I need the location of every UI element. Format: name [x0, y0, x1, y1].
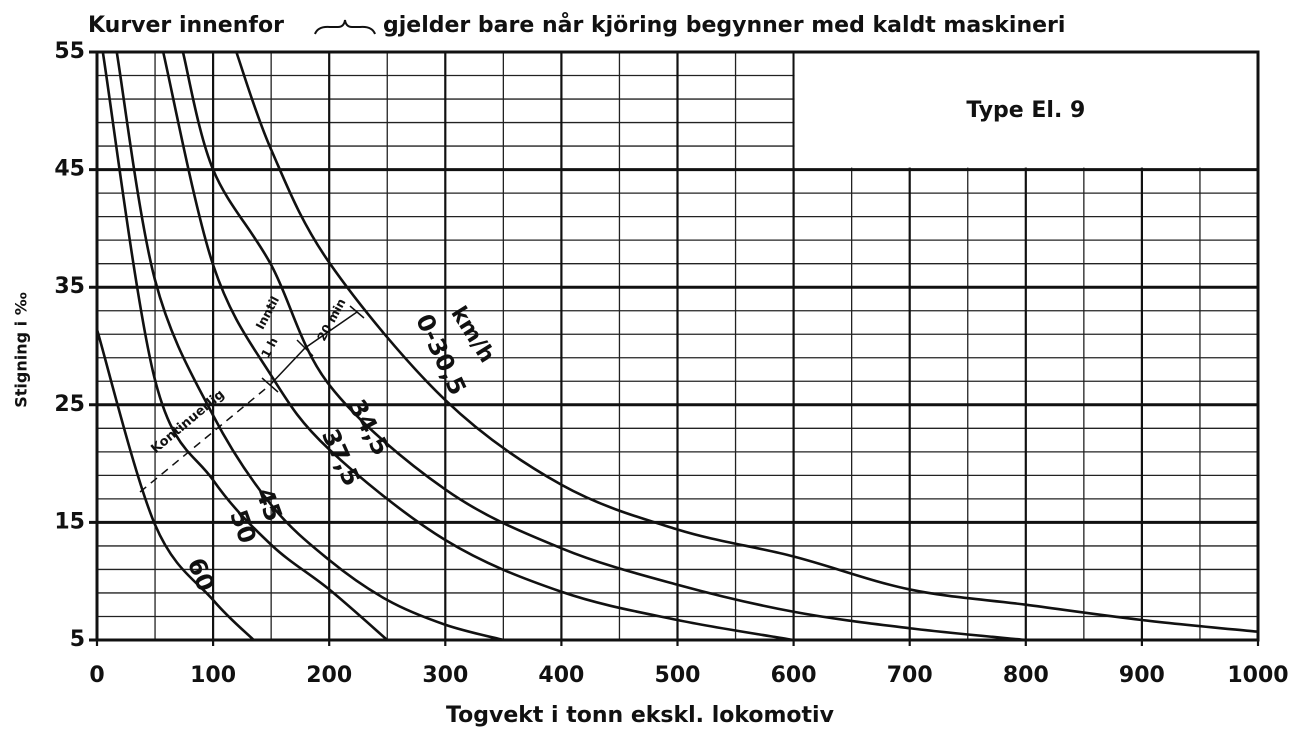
- y-tick-label: 25: [54, 392, 85, 417]
- x-tick-label: 100: [190, 663, 236, 688]
- annotation: 1 h: [258, 335, 280, 360]
- curve: [161, 51, 794, 642]
- annotation: Inntil: [253, 294, 282, 332]
- curve: [101, 51, 389, 641]
- curve: [95, 329, 255, 641]
- curve: [235, 51, 1259, 634]
- curve: [181, 51, 1026, 642]
- y-tick-label: 15: [54, 509, 85, 534]
- y-tick-label: 35: [54, 274, 85, 299]
- x-tick-label: 700: [887, 663, 933, 688]
- type-box: [794, 52, 1258, 168]
- dashed-line: [139, 384, 271, 493]
- plot-frame: [95, 50, 1260, 642]
- y-tick-label: 55: [54, 39, 85, 64]
- x-tick-label: 600: [771, 663, 817, 688]
- bracket-line: [261, 305, 365, 393]
- annotation: 20 min: [315, 296, 349, 343]
- x-axis-label: Togvekt i tonn ekskl. lokomotiv: [446, 703, 835, 728]
- type-label: Type El. 9: [966, 98, 1085, 123]
- y-tick-label: 5: [70, 627, 85, 652]
- x-tick-label: 300: [422, 663, 468, 688]
- curve: [115, 51, 504, 642]
- x-tick-label: 200: [306, 663, 352, 688]
- chart-title: gjelder bare når kjöring begynner med ka…: [383, 12, 1065, 38]
- y-tick-label: 45: [54, 157, 85, 182]
- curve-label: 60: [182, 554, 220, 595]
- x-tick-label: 0: [89, 663, 104, 688]
- title-brace: [314, 19, 376, 35]
- x-tick-label: 800: [1003, 663, 1049, 688]
- x-tick-label: 1000: [1227, 663, 1288, 688]
- y-axis-label: Stigning i ‰: [12, 292, 31, 408]
- curve-label: 50: [224, 506, 262, 547]
- x-tick-label: 500: [655, 663, 701, 688]
- chart-title: Kurver innenfor: [88, 13, 284, 38]
- x-tick-label: 900: [1119, 663, 1165, 688]
- x-tick-label: 400: [538, 663, 584, 688]
